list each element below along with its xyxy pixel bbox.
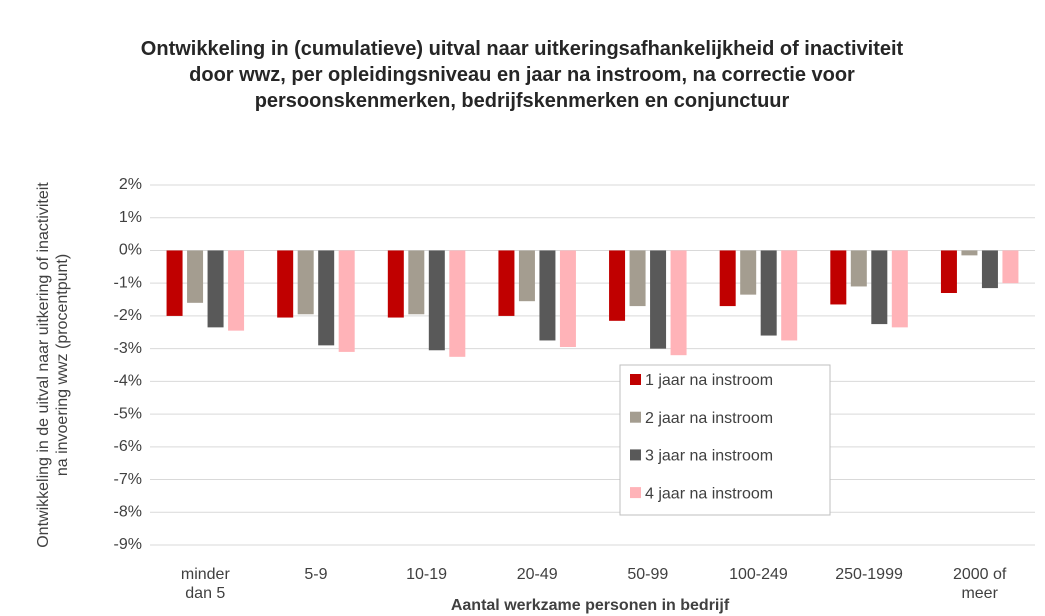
legend-label: 1 jaar na instroom (645, 372, 773, 389)
chart-title: Ontwikkeling in (cumulatieve) uitval naa… (140, 38, 904, 112)
bar (539, 250, 556, 341)
bar (408, 250, 425, 315)
bar (1002, 250, 1019, 284)
x-tick-label: 2000 of meer (952, 566, 1007, 602)
bar (387, 250, 404, 318)
legend-swatch (630, 411, 641, 423)
x-tick-label: minder dan 5 (180, 566, 230, 602)
bar (207, 250, 224, 328)
y-tick-label: -4% (114, 373, 142, 390)
bar (670, 250, 687, 356)
bar (609, 250, 626, 321)
y-tick-label: -3% (114, 340, 142, 357)
bar (719, 250, 736, 307)
bar (781, 250, 798, 341)
bar (871, 250, 888, 325)
x-tick-label: 5-9 (304, 566, 328, 583)
bar (297, 250, 314, 315)
legend-label: 2 jaar na instroom (645, 410, 773, 427)
legend-swatch (630, 487, 641, 499)
bar (629, 250, 646, 307)
y-tick-label: -7% (114, 471, 142, 488)
legend-swatch (630, 449, 641, 461)
legend-label: 3 jaar na instroom (645, 448, 773, 465)
bar (518, 250, 535, 302)
bar (166, 250, 183, 316)
bar (981, 250, 998, 289)
bar (940, 250, 957, 293)
x-tick-label: 250-1999 (835, 566, 903, 583)
bar (277, 250, 294, 318)
bar (318, 250, 335, 346)
bar (961, 250, 978, 256)
legend-swatch (630, 374, 641, 385)
y-tick-label: 1% (119, 209, 142, 226)
x-tick-label: 20-49 (516, 566, 558, 583)
bar (498, 250, 515, 316)
y-axis-title: Ontwikkeling in de uitval naar uitkering… (35, 182, 71, 548)
x-tick-label: 100-249 (729, 566, 788, 583)
x-tick-label: 10-19 (406, 566, 448, 583)
y-tick-label: -2% (114, 307, 142, 324)
bar (187, 250, 204, 303)
y-tick-label: -8% (114, 503, 142, 520)
y-tick-label: 0% (119, 242, 142, 259)
y-tick-label: 2% (119, 176, 142, 193)
x-axis-title: Aantal werkzame personen in bedrijf (450, 597, 730, 614)
bar (559, 250, 576, 347)
bar (760, 250, 777, 336)
bar (850, 250, 867, 287)
y-tick-label: -5% (114, 405, 142, 422)
y-tick-label: -1% (114, 274, 142, 291)
bar (449, 250, 466, 357)
x-tick-label: 50-99 (627, 566, 669, 583)
legend-label: 4 jaar na instroom (645, 485, 773, 502)
bar (338, 250, 355, 352)
bar (650, 250, 667, 349)
bar (740, 250, 757, 295)
bar (891, 250, 908, 328)
y-tick-label: -9% (114, 536, 142, 553)
bar (228, 250, 245, 331)
y-tick-label: -6% (114, 438, 142, 455)
legend-box (619, 364, 831, 516)
bar (830, 250, 847, 305)
bar (428, 250, 445, 351)
